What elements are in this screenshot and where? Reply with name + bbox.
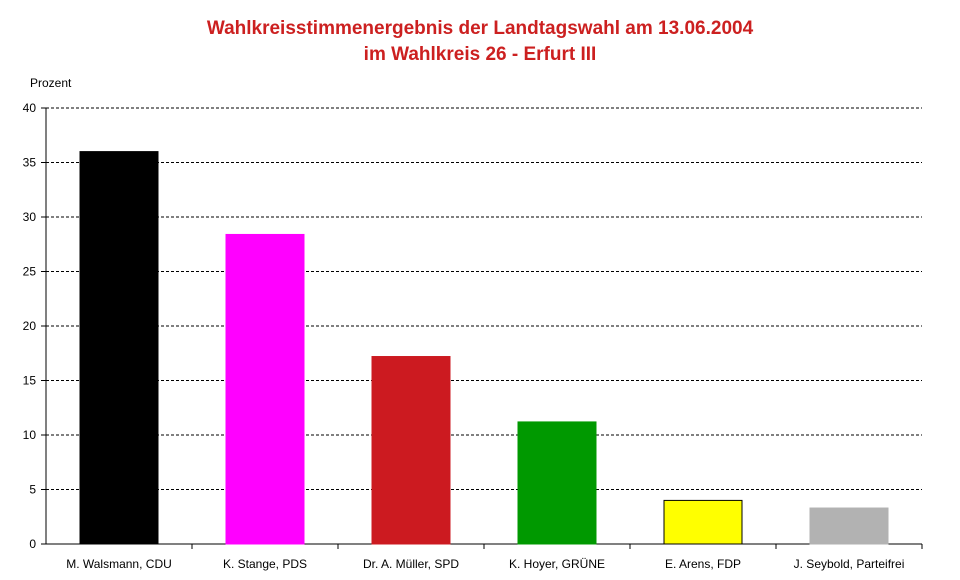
x-category-label: Dr. A. Müller, SPD	[363, 557, 459, 571]
y-tick-label: 20	[23, 319, 37, 333]
bar	[809, 507, 889, 545]
x-category-label: M. Walsmann, CDU	[66, 557, 172, 571]
y-tick-label: 5	[29, 483, 36, 497]
x-category-label: K. Stange, PDS	[223, 557, 307, 571]
bar	[371, 356, 451, 545]
y-tick-label: 0	[29, 537, 36, 551]
x-category-label: J. Seybold, Parteifrei	[794, 557, 905, 571]
bar	[517, 421, 597, 545]
y-tick-label: 10	[23, 428, 37, 442]
y-tick-label: 30	[23, 210, 37, 224]
chart-title: Wahlkreisstimmenergebnis der Landtagswah…	[206, 18, 754, 39]
x-category-label: E. Arens, FDP	[665, 557, 741, 571]
y-tick-label: 40	[23, 101, 37, 115]
y-tick-label: 15	[23, 374, 37, 388]
bar	[79, 151, 159, 545]
x-category-label: K. Hoyer, GRÜNE	[509, 557, 605, 571]
chart-subtitle: im Wahlkreis 26 - Erfurt III	[363, 44, 597, 65]
y-tick-label: 25	[23, 265, 37, 279]
y-axis-label: Prozent	[30, 76, 72, 90]
bar	[663, 499, 743, 545]
bar	[225, 233, 305, 545]
y-tick-label: 35	[23, 156, 37, 170]
